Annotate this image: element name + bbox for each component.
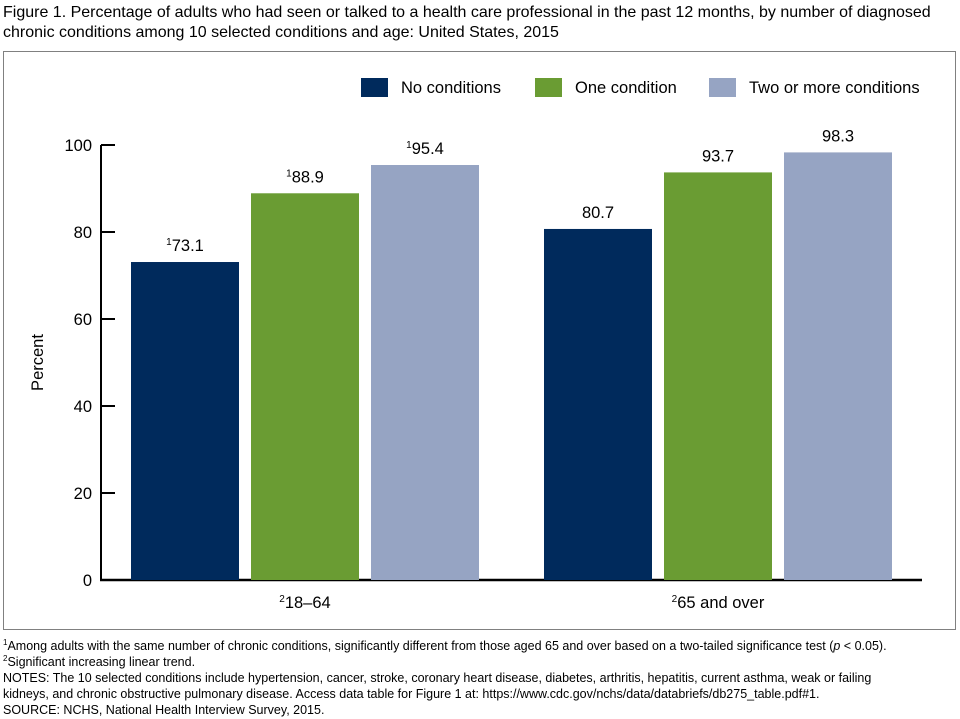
chart-frame	[3, 51, 956, 630]
legend-label: No conditions	[401, 79, 501, 97]
y-tick-label: 80	[74, 224, 92, 242]
bar	[784, 152, 892, 580]
y-tick-label: 20	[74, 485, 92, 503]
y-axis-title: Percent	[29, 334, 47, 391]
bar	[131, 262, 239, 580]
bar-value-label: 173.1	[166, 237, 204, 255]
footnote-1: 1Among adults with the same number of ch…	[3, 637, 887, 653]
bar	[544, 228, 652, 580]
legend-swatch	[709, 78, 736, 97]
notes-line-2: kidneys, and chronic obstructive pulmona…	[3, 687, 820, 701]
legend-swatch	[535, 78, 562, 97]
bar-value-label: 98.3	[822, 127, 854, 145]
bar	[251, 193, 359, 580]
figure-title: Figure 1. Percentage of adults who had s…	[3, 4, 931, 41]
x-category-label: 218–64	[279, 594, 330, 612]
notes-line-1: NOTES: The 10 selected conditions includ…	[3, 671, 872, 685]
x-category-label: 265 and over	[672, 594, 765, 612]
bar	[664, 172, 772, 580]
source-line: SOURCE: NCHS, National Health Interview …	[3, 703, 325, 717]
y-tick-label: 0	[83, 572, 92, 590]
bar-value-label: 188.9	[286, 168, 324, 186]
bar	[371, 165, 479, 580]
bar-value-label: 93.7	[702, 147, 734, 165]
y-tick-label: 40	[74, 398, 92, 416]
y-tick-label: 100	[64, 137, 92, 155]
legend-label: One condition	[575, 79, 677, 97]
bar-value-label: 80.7	[582, 204, 614, 222]
footnotes: 1Among adults with the same number of ch…	[3, 638, 958, 718]
legend-swatch	[361, 78, 388, 97]
legend-label: Two or more conditions	[749, 79, 920, 97]
y-tick-label: 60	[74, 311, 92, 329]
bar-value-label: 195.4	[406, 140, 444, 158]
footnote-2: 2Significant increasing linear trend.	[3, 653, 196, 669]
